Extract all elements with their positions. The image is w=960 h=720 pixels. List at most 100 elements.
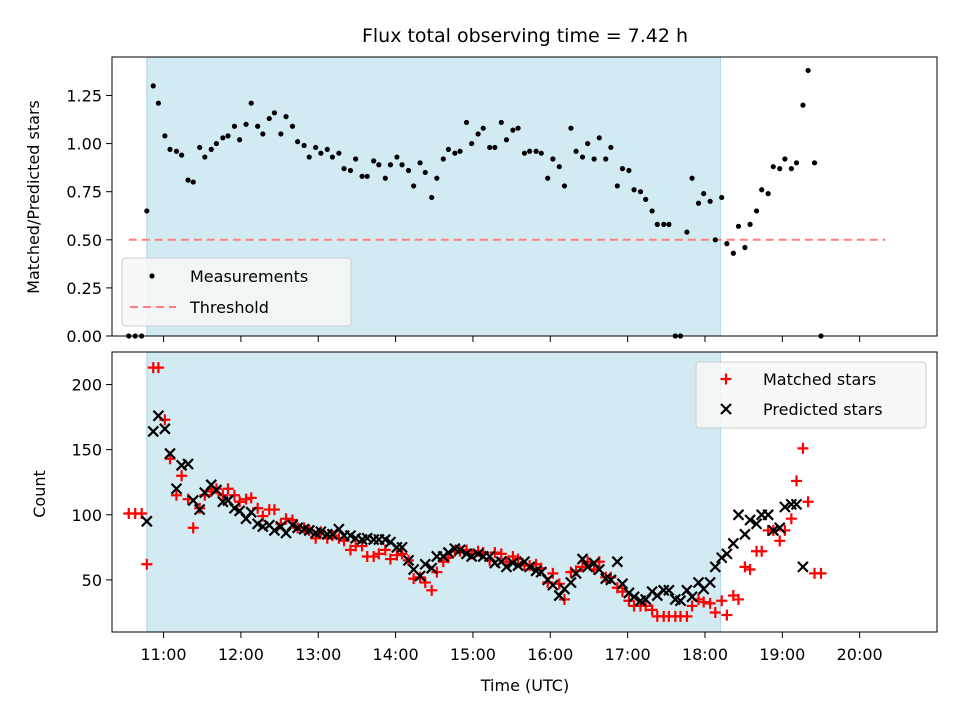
matched-point [396, 548, 408, 560]
predicted-point [419, 558, 432, 571]
matched-point [141, 558, 153, 570]
measurement-point [387, 162, 394, 168]
measurement-point [614, 183, 620, 189]
predicted-point [164, 447, 176, 460]
measurement-point [765, 191, 771, 197]
measurement-point [289, 123, 296, 129]
bottom-y-tick-label: 200 [71, 376, 102, 395]
measurement-point [695, 200, 702, 206]
measurement-point [190, 179, 196, 185]
legend-predicted-label: Predicted stars [763, 400, 883, 419]
measurement-point [788, 166, 794, 172]
top-plot-frame [111, 56, 938, 337]
matched-point [245, 492, 257, 504]
measurement-point [475, 131, 481, 137]
predicted-point [193, 503, 206, 516]
predicted-point [268, 524, 281, 537]
measurement-point [382, 175, 388, 181]
predicted-point [245, 506, 257, 518]
predicted-point [170, 482, 183, 495]
matched-point [176, 470, 188, 482]
measurement-point [503, 137, 510, 143]
predicted-point [570, 567, 582, 580]
measurement-point [255, 123, 261, 129]
top-y-tick-label: 0.00 [66, 327, 102, 346]
measurement-point [793, 160, 800, 166]
measurement-point [759, 187, 765, 193]
measurement-point [336, 150, 342, 156]
measurement-point [260, 131, 266, 137]
measurement-point [225, 133, 231, 139]
matched-point [495, 548, 507, 560]
matched-point [152, 362, 164, 374]
measurement-point [434, 175, 440, 181]
predicted-point [744, 514, 756, 526]
measurement-point [266, 115, 272, 122]
x-axis-label: Time (UTC) [480, 676, 569, 695]
measurement-point [185, 177, 191, 183]
matched-point [721, 609, 733, 621]
measurement-point [742, 244, 748, 251]
measurement-point [561, 183, 568, 189]
top-y-tick-label: 0.25 [66, 279, 102, 298]
measurement-point [811, 160, 818, 166]
measurement-point [521, 150, 528, 156]
measurement-point [649, 208, 655, 214]
measurement-point [173, 148, 180, 154]
top-legend: Measurements Threshold [121, 257, 352, 327]
measurement-point [753, 208, 760, 214]
measurement-point [394, 154, 400, 160]
bottom-x-tick-label: 13:00 [295, 645, 341, 664]
matched-point [704, 597, 716, 609]
top-y-tick-label: 0.50 [66, 231, 102, 250]
measurement-point [405, 167, 412, 174]
measurement-point [492, 144, 498, 151]
measurement-point [538, 150, 544, 156]
predicted-point [159, 423, 171, 435]
bottom-x-tick-label: 16:00 [527, 645, 573, 664]
matched-point [709, 606, 721, 618]
matched-point [744, 563, 756, 575]
predicted-point [442, 546, 455, 559]
predicted-point [396, 541, 408, 554]
measurement-point [155, 100, 162, 106]
predicted-point [704, 576, 716, 589]
bottom-legend: Matched stars Predicted stars [695, 361, 927, 429]
legend-measurements-label: Measurements [190, 267, 308, 286]
measurement-point [689, 175, 695, 181]
measurement-point [777, 166, 783, 172]
predicted-point [674, 594, 687, 607]
bottom-x-ticks: 11:00 12:00 13:00 14:00 15:00 16:00 17:00 18:00… [141, 632, 883, 664]
measurement-point [585, 140, 591, 147]
measurement-point [556, 164, 562, 170]
predicted-point [767, 524, 780, 537]
measurement-point [445, 146, 452, 152]
matched-point [686, 600, 698, 612]
measurement-point [463, 119, 470, 126]
measurement-point [422, 169, 428, 176]
bottom-x-tick-label: 19:00 [759, 645, 805, 664]
measurement-point [220, 135, 226, 141]
bottom-x-tick-label: 11:00 [141, 645, 187, 664]
measurement-point [243, 121, 249, 127]
legend-matched-glyph [720, 373, 732, 385]
legend-matched-label: Matched stars [763, 370, 876, 389]
predicted-point [565, 576, 577, 589]
bottom-y-tick-label: 150 [71, 441, 102, 460]
measurement-point [550, 156, 556, 162]
measurement-point [411, 183, 417, 189]
measurement-point [515, 125, 521, 131]
measurement-point [661, 221, 667, 227]
predicted-point [547, 579, 559, 591]
matched-point [681, 610, 693, 622]
top-x-ticks [163, 336, 861, 342]
measurement-point [591, 156, 597, 162]
matched-point [739, 561, 751, 573]
bottom-x-tick-label: 14:00 [373, 645, 419, 664]
measurement-point [213, 140, 220, 147]
predicted-point [523, 561, 536, 573]
measurement-point [376, 162, 382, 168]
measurement-point [596, 135, 602, 141]
measurement-point [347, 167, 354, 174]
matched-point [790, 475, 802, 487]
